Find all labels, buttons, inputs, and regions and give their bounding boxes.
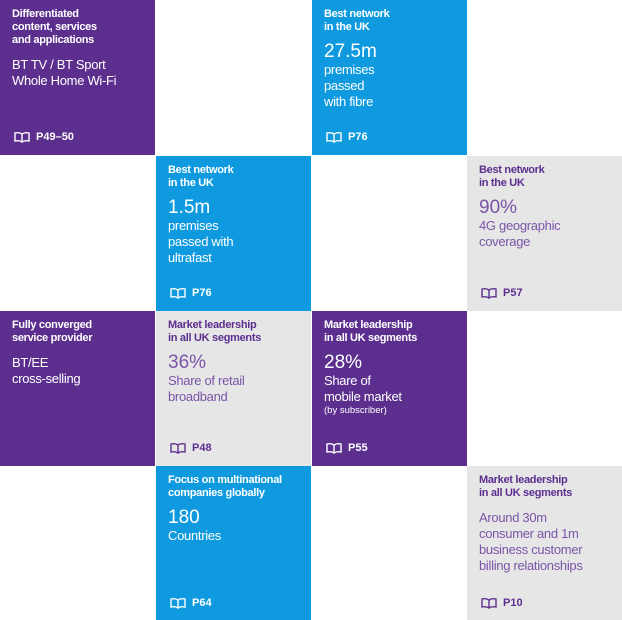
page-reference: P64 <box>170 597 212 609</box>
headline: 90% <box>479 197 518 218</box>
page-number: P48 <box>192 442 212 454</box>
page-number: P55 <box>348 442 368 454</box>
heading-line: Best network <box>479 164 545 176</box>
heading-line: in the UK <box>168 177 214 189</box>
body-line: passed <box>324 78 365 93</box>
tile-heading: Best network in the UK <box>168 164 301 190</box>
body-line: BT TV / BT Sport <box>12 57 106 72</box>
heading-line: Market leadership <box>479 474 568 486</box>
tile: Fully converged service provider BT/EE cros… <box>0 311 155 466</box>
tile-heading: Differentiated content, services and appli… <box>12 8 145 47</box>
tile: Market leadership in all UK segments Aroun… <box>467 466 622 620</box>
book-icon <box>14 131 30 143</box>
body-line: Share of retail <box>168 373 245 388</box>
page-number: P57 <box>503 287 523 299</box>
tile: Best network in the UK 90% 4G geographic cov… <box>467 156 622 311</box>
tile: Market leadership in all UK segments 28% Sh… <box>312 311 467 466</box>
body-line: BT/EE <box>12 355 49 370</box>
page-reference: P48 <box>170 442 212 454</box>
heading-line: in the UK <box>479 177 525 189</box>
tile-heading: Market leadership in all UK segments <box>479 474 612 500</box>
book-icon <box>170 597 186 609</box>
headline: 36% <box>168 352 207 373</box>
page-number: P76 <box>348 131 368 143</box>
page-number: P49–50 <box>36 131 74 143</box>
page-reference: P10 <box>481 597 523 609</box>
heading-line: in all UK segments <box>324 332 418 344</box>
heading-line: Fully converged <box>12 319 92 331</box>
body-line: billing relationships <box>479 558 583 573</box>
headline: 27.5m <box>324 41 377 62</box>
body-line: consumer and 1m <box>479 526 579 541</box>
heading-line: service provider <box>12 332 93 344</box>
tile: Best network in the UK 1.5m premises passed … <box>156 156 311 311</box>
headline: 180 <box>168 507 200 528</box>
heading-line: Market leadership <box>168 319 257 331</box>
body-line: premises <box>168 218 219 233</box>
headline: 28% <box>324 352 363 373</box>
page-number: P64 <box>192 597 212 609</box>
book-icon <box>326 442 342 454</box>
body-line: ultrafast <box>168 250 212 265</box>
note: (by subscriber) <box>324 405 387 416</box>
book-icon <box>481 287 497 299</box>
body-line: Countries <box>168 528 221 543</box>
heading-line: Best network <box>324 8 390 20</box>
heading-line: Focus on multinational <box>168 474 282 486</box>
body-line: Share of <box>324 373 371 388</box>
headline: 1.5m <box>168 197 211 218</box>
page-reference: P57 <box>481 287 523 299</box>
heading-line: Differentiated <box>12 8 79 20</box>
tile-heading: Market leadership in all UK segments <box>168 319 301 345</box>
page-reference: P49–50 <box>14 131 74 143</box>
page-reference: P55 <box>326 442 368 454</box>
body-line: Whole Home Wi-Fi <box>12 73 117 88</box>
tile: Focus on multinational companies globally… <box>156 466 311 620</box>
heading-line: and applications <box>12 34 94 46</box>
body-line: business customer <box>479 542 583 557</box>
heading-line: companies globally <box>168 487 265 499</box>
heading-line: in the UK <box>324 21 370 33</box>
page-number: P76 <box>192 287 212 299</box>
tile-heading: Market leadership in all UK segments <box>324 319 457 345</box>
body-line: mobile market <box>324 389 402 404</box>
heading-line: content, services <box>12 21 97 33</box>
tile-heading: Focus on multinational companies globally <box>168 474 301 500</box>
heading-line: in all UK segments <box>168 332 262 344</box>
body-line: coverage <box>479 234 531 249</box>
body-line: 4G geographic <box>479 218 561 233</box>
book-icon <box>326 131 342 143</box>
heading-line: Best network <box>168 164 234 176</box>
tile-heading: Best network in the UK <box>324 8 457 34</box>
tile-heading: Fully converged service provider <box>12 319 145 345</box>
page-number: P10 <box>503 597 523 609</box>
book-icon <box>170 287 186 299</box>
body-line: with fibre <box>324 94 374 109</box>
body-line: Around 30m <box>479 510 547 525</box>
tile: Market leadership in all UK segments 36% Sh… <box>156 311 311 466</box>
book-icon <box>170 442 186 454</box>
tile: Best network in the UK 27.5m premises passed… <box>312 0 467 155</box>
body-line: premises <box>324 62 375 77</box>
tile-heading: Best network in the UK <box>479 164 612 190</box>
body-line: broadband <box>168 389 228 404</box>
tile: Differentiated content, services and appli… <box>0 0 155 155</box>
heading-line: Market leadership <box>324 319 413 331</box>
heading-line: in all UK segments <box>479 487 573 499</box>
book-icon <box>481 597 497 609</box>
page-reference: P76 <box>170 287 212 299</box>
body-line: cross-selling <box>12 371 81 386</box>
page-reference: P76 <box>326 131 368 143</box>
body-line: passed with <box>168 234 234 249</box>
